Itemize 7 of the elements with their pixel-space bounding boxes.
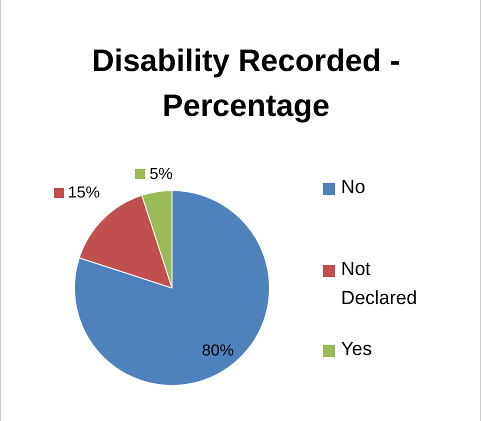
legend-label: Yes (341, 338, 373, 362)
legend-label: No (341, 176, 366, 200)
chart-title: Disability Recorded - Percentage (90, 42, 402, 125)
data-label: 15% (68, 184, 100, 202)
data-label: 5% (149, 166, 173, 183)
data-label: 80% (202, 342, 234, 360)
legend-label: Not Declared (341, 258, 418, 311)
